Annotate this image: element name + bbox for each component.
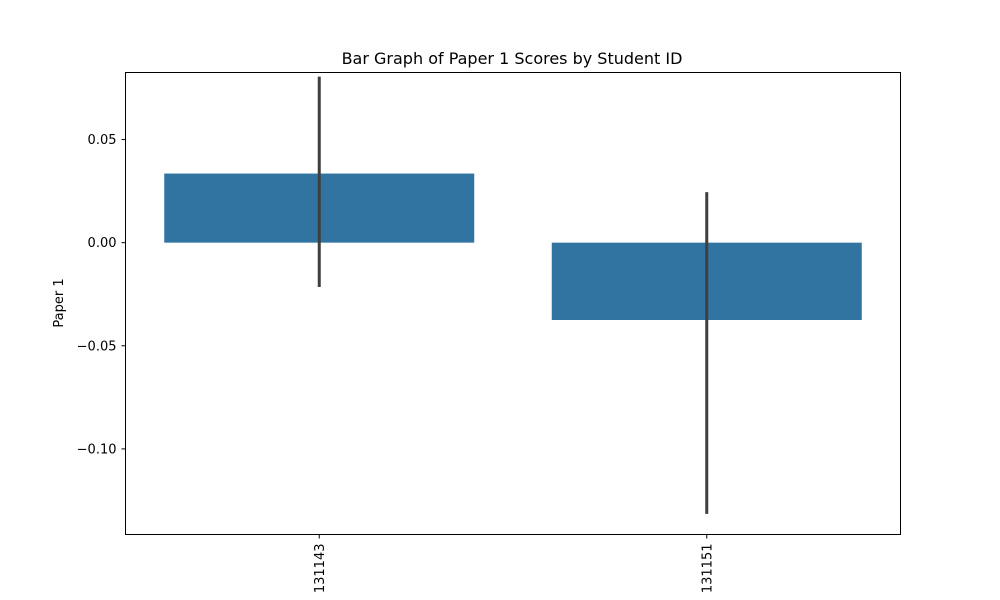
x-axis-ticks: 131143 131151 [313,534,715,594]
y-axis-label: Paper 1 [52,278,67,327]
x-tick-label: 131143 [313,544,328,594]
bar-series [164,173,862,320]
chart-title: Bar Graph of Paper 1 Scores by Student I… [342,49,683,68]
plot-frame [125,72,901,535]
error-bar-series [317,76,709,514]
x-tick-label: 131151 [700,544,715,594]
y-tick-label: 0.00 [88,236,117,251]
y-axis-ticks: 0.05 0.00 −0.05 −0.10 [77,133,126,457]
y-tick-label: −0.05 [77,339,117,354]
y-tick-label: 0.05 [88,133,117,148]
y-tick-label: −0.10 [77,442,117,457]
